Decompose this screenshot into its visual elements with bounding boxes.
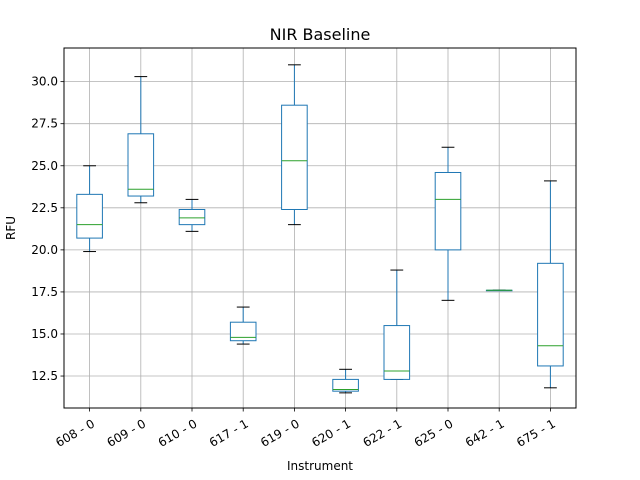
- box-642-1: [485, 289, 513, 292]
- iqr-box: [434, 171, 462, 251]
- box-609-0: [127, 76, 155, 204]
- iqr-box: [229, 321, 257, 342]
- x-axis: 608 - 0 609 - 0 610 - 0 617 - 1 619 - 0 620 -…: [53, 408, 558, 450]
- iqr-box: [178, 208, 206, 226]
- y-tick-label: 25.0: [31, 159, 58, 173]
- box-625-0: [434, 146, 462, 301]
- iqr-box: [332, 378, 359, 392]
- iqr-box: [281, 104, 308, 210]
- iqr-box: [127, 133, 155, 197]
- x-tick-label: 608 - 0: [53, 416, 97, 449]
- iqr-box: [76, 193, 103, 239]
- x-tick-label: 610 - 0: [156, 416, 200, 449]
- y-tick-label: 12.5: [31, 369, 58, 383]
- x-tick-label: 625 - 0: [412, 416, 456, 449]
- box-622-1: [383, 269, 411, 380]
- x-tick-label: 622 - 1: [360, 416, 404, 449]
- x-tick-label: 642 - 1: [463, 416, 507, 449]
- x-tick-label: 617 - 1: [207, 416, 251, 449]
- plot-frame: [63, 47, 577, 409]
- chart-title: NIR Baseline: [270, 25, 371, 44]
- y-tick-label: 27.5: [31, 117, 58, 131]
- box-608-0: [76, 165, 103, 253]
- box-617-1: [229, 306, 257, 345]
- y-axis: 12.5 15.0 17.5 20.0 22.5 25.0 27.5 30.0: [31, 75, 64, 383]
- x-tick-label: 609 - 0: [104, 416, 148, 449]
- x-tick-label: 675 - 1: [514, 416, 558, 449]
- box-675-1: [537, 180, 564, 389]
- y-tick-label: 30.0: [31, 75, 58, 89]
- box-619-0: [281, 64, 308, 226]
- x-tick-label: 619 - 0: [258, 416, 302, 449]
- iqr-box: [383, 325, 411, 380]
- iqr-box: [537, 262, 564, 367]
- box-610-0: [178, 198, 206, 232]
- x-axis-label: Instrument: [287, 459, 353, 473]
- y-tick-label: 20.0: [31, 243, 58, 257]
- y-axis-label: RFU: [4, 216, 18, 240]
- x-tick-label: 620 - 1: [309, 416, 353, 449]
- boxes-layer: [76, 64, 564, 394]
- y-tick-label: 15.0: [31, 327, 58, 341]
- y-tick-label: 17.5: [31, 285, 58, 299]
- box-620-1: [332, 368, 359, 394]
- y-tick-label: 22.5: [31, 201, 58, 215]
